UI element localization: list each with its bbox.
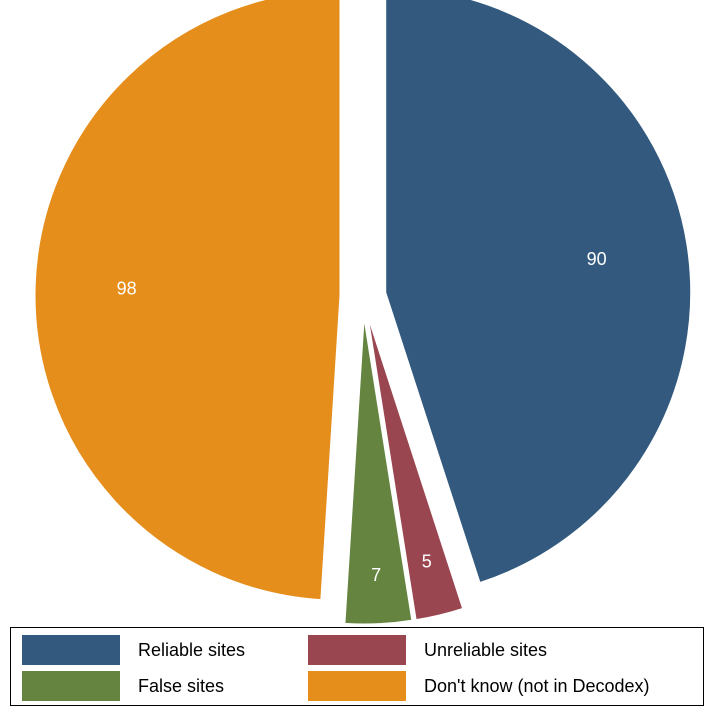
pie-slice-false (344, 318, 413, 625)
pie-slice-reliable (385, 0, 692, 584)
slice-value-label-dont-know: 98 (117, 279, 137, 299)
legend-label-dont-know: Don't know (not in Decodex) (424, 675, 650, 696)
slice-value-label-false: 7 (371, 565, 381, 585)
legend-label-false: False sites (138, 675, 225, 696)
legend-swatch-reliable (22, 635, 120, 665)
legend-label-unreliable: Unreliable sites (424, 639, 548, 660)
pie-slice-unreliable (367, 318, 464, 621)
legend: Reliable sites Unreliable sites False si… (10, 627, 704, 706)
legend-item-unreliable: Unreliable sites (308, 635, 547, 665)
slice-value-label-unreliable: 5 (422, 552, 432, 572)
legend-item-reliable: Reliable sites (22, 635, 245, 665)
slice-value-label-reliable: 90 (587, 249, 607, 269)
pie-chart: 90 5 7 98 (34, 0, 692, 625)
pie-slice-dont-know (34, 0, 341, 601)
legend-item-dont-know: Don't know (not in Decodex) (308, 671, 650, 701)
legend-swatch-unreliable (308, 635, 406, 665)
legend-swatch-false (22, 671, 120, 701)
legend-label-reliable: Reliable sites (138, 639, 246, 660)
legend-item-false: False sites (22, 671, 224, 701)
legend-swatch-dont-know (308, 671, 406, 701)
